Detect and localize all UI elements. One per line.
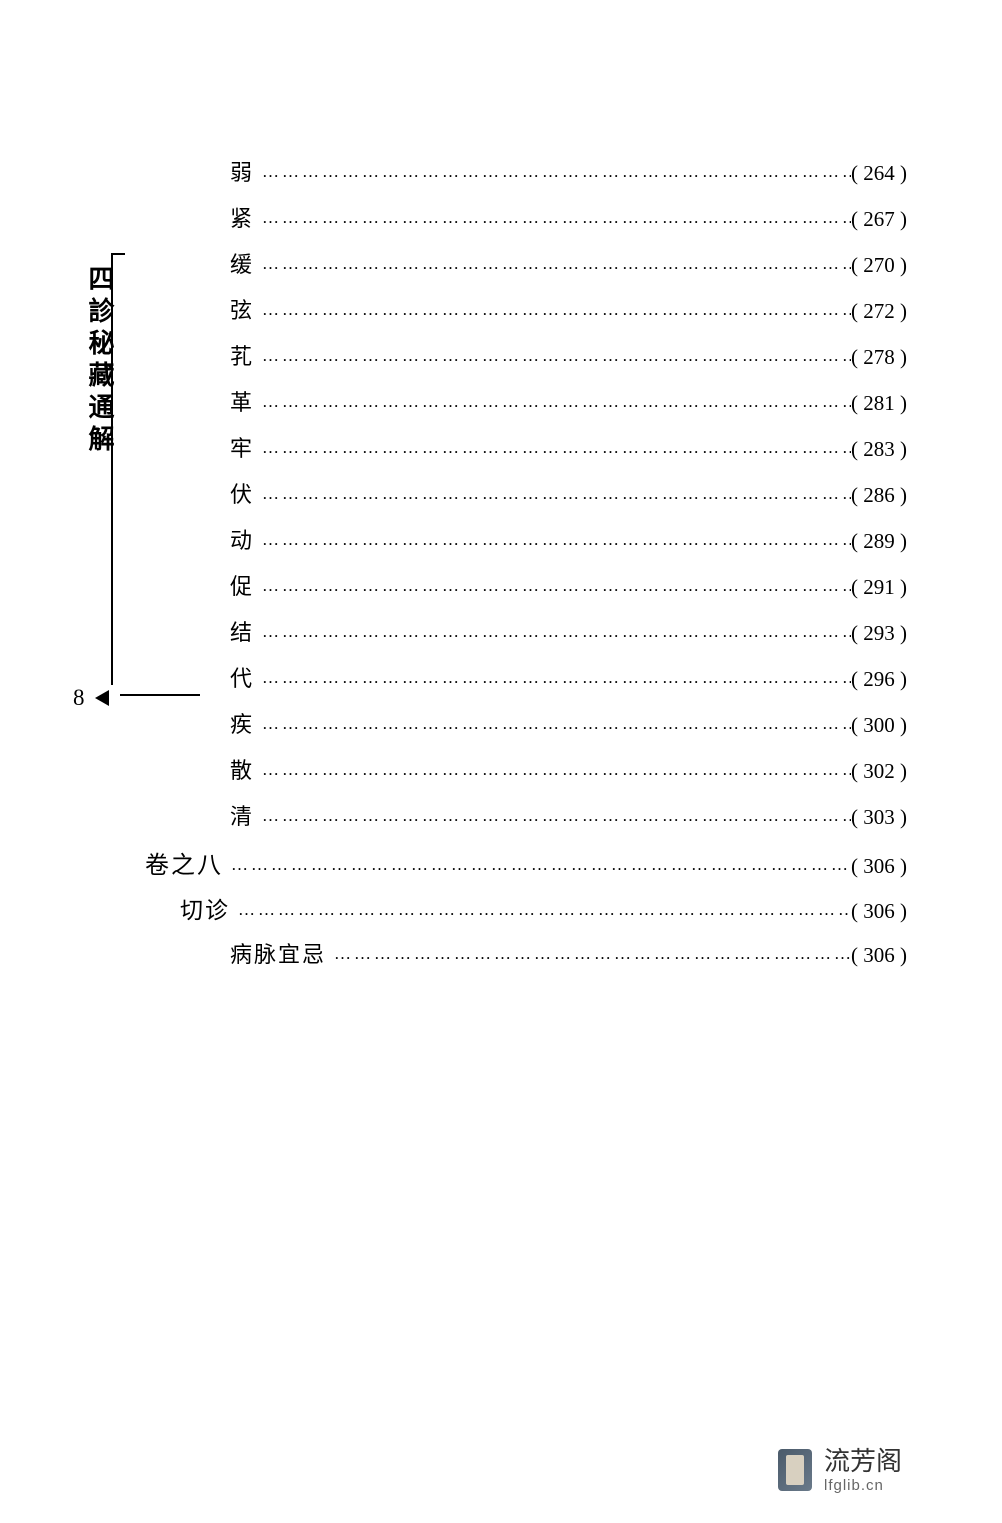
toc-entry-label: 动	[230, 523, 254, 555]
toc-entry-dots: ……………………………………………………………………………………………………………	[254, 484, 851, 504]
toc-entry-label: 清	[230, 799, 254, 831]
toc-entry-page: ( 289 )	[851, 529, 907, 554]
toc-entry-page: ( 281 )	[851, 391, 907, 416]
toc-entry: 紧…………………………………………………………………………………………………………	[230, 201, 907, 247]
toc-entry-dots: ……………………………………………………………………………………………………………	[254, 530, 851, 550]
toc-entry-page: ( 306 )	[851, 899, 907, 924]
toc-entry-label: 病脉宜忌	[230, 937, 326, 969]
toc-entry-dots: ……………………………………………………………………………………………………………	[223, 855, 851, 875]
toc-entry-label: 伏	[230, 477, 254, 509]
toc-entry-dots: ……………………………………………………………………………………………………………	[254, 162, 851, 182]
toc-entry-page: ( 283 )	[851, 437, 907, 462]
toc-entry: 弦…………………………………………………………………………………………………………	[230, 293, 907, 339]
footer-brand: 流芳阁	[824, 1446, 902, 1477]
toc-entry-dots: ……………………………………………………………………………………………………………	[254, 300, 851, 320]
toc-entry-label: 散	[230, 753, 254, 785]
toc-entry-page: ( 267 )	[851, 207, 907, 232]
toc-entry-label: 紧	[230, 201, 254, 233]
toc-entry: 伏…………………………………………………………………………………………………………	[230, 477, 907, 523]
toc-entry-label: 卷之八	[145, 845, 223, 880]
toc-entry-label: 弦	[230, 293, 254, 325]
toc-entry-label: 革	[230, 385, 254, 417]
toc-entry: 缓…………………………………………………………………………………………………………	[230, 247, 907, 293]
toc-entry-dots: ……………………………………………………………………………………………………………	[254, 668, 851, 688]
footer-url: lfglib.cn	[824, 1477, 902, 1495]
toc-entry-dots: ……………………………………………………………………………………………………………	[254, 714, 851, 734]
toc-entry-page: ( 302 )	[851, 759, 907, 784]
footer-text: 流芳阁 lfglib.cn	[824, 1446, 902, 1495]
toc-entry-page: ( 278 )	[851, 345, 907, 370]
toc-entry-page: ( 286 )	[851, 483, 907, 508]
toc-entry-dots: ……………………………………………………………………………………………………………	[254, 392, 851, 412]
toc-entry-label: 结	[230, 615, 254, 647]
toc-entry: 代…………………………………………………………………………………………………………	[230, 661, 907, 707]
toc-entry-label: 促	[230, 569, 254, 601]
toc-entry-page: ( 291 )	[851, 575, 907, 600]
toc-entry-page: ( 264 )	[851, 161, 907, 186]
toc-entry-label: 芤	[230, 339, 254, 371]
toc-entry-label: 弱	[230, 155, 254, 187]
toc-entry-dots: ……………………………………………………………………………………………………………	[254, 806, 851, 826]
toc-entry: 结…………………………………………………………………………………………………………	[230, 615, 907, 661]
toc-entry: 切诊………………………………………………………………………………………………………	[180, 891, 907, 937]
toc-entry-label: 牢	[230, 431, 254, 463]
toc-entry-page: ( 272 )	[851, 299, 907, 324]
page-content: 弱…………………………………………………………………………………………………………	[75, 155, 907, 983]
toc-entry-page: ( 296 )	[851, 667, 907, 692]
toc-entry-page: ( 270 )	[851, 253, 907, 278]
toc-entry-dots: ……………………………………………………………………………………………………………	[254, 622, 851, 642]
toc-entry-dots: ……………………………………………………………………………………………………………	[254, 576, 851, 596]
toc-entry: 革…………………………………………………………………………………………………………	[230, 385, 907, 431]
toc-entry-label: 代	[230, 661, 254, 693]
toc-entry-label: 缓	[230, 247, 254, 279]
toc-entry-dots: ……………………………………………………………………………………………………………	[254, 760, 851, 780]
toc-entry-label: 切诊	[180, 891, 230, 925]
toc-entries: 弱…………………………………………………………………………………………………………	[75, 155, 907, 983]
toc-entry: 促…………………………………………………………………………………………………………	[230, 569, 907, 615]
toc-entry: 牢…………………………………………………………………………………………………………	[230, 431, 907, 477]
footer-logo-icon	[778, 1449, 812, 1491]
toc-entry-dots: ……………………………………………………………………………………………………………	[254, 438, 851, 458]
toc-entry-dots: ……………………………………………………………………………………………………………	[326, 944, 851, 964]
toc-entry: 动…………………………………………………………………………………………………………	[230, 523, 907, 569]
toc-entry-dots: ……………………………………………………………………………………………………………	[254, 254, 851, 274]
toc-entry-dots: ……………………………………………………………………………………………………………	[230, 900, 851, 920]
toc-entry: 清…………………………………………………………………………………………………………	[230, 799, 907, 845]
toc-entry: 散…………………………………………………………………………………………………………	[230, 753, 907, 799]
toc-entry-page: ( 306 )	[851, 943, 907, 968]
toc-entry-page: ( 300 )	[851, 713, 907, 738]
toc-entry-dots: ……………………………………………………………………………………………………………	[254, 208, 851, 228]
footer: 流芳阁 lfglib.cn	[778, 1446, 902, 1495]
toc-entry: 疾…………………………………………………………………………………………………………	[230, 707, 907, 753]
toc-entry: 芤…………………………………………………………………………………………………………	[230, 339, 907, 385]
toc-entry: 弱…………………………………………………………………………………………………………	[230, 155, 907, 201]
toc-entry-page: ( 303 )	[851, 805, 907, 830]
toc-entry-page: ( 306 )	[851, 854, 907, 879]
toc-entry-label: 疾	[230, 707, 254, 739]
toc-entry: 病脉宜忌…………………………………………………………………………………………………	[230, 937, 907, 983]
toc-entry-dots: ……………………………………………………………………………………………………………	[254, 346, 851, 366]
toc-entry: 卷之八……………………………………………………………………………………………………	[145, 845, 907, 891]
toc-entry-page: ( 293 )	[851, 621, 907, 646]
